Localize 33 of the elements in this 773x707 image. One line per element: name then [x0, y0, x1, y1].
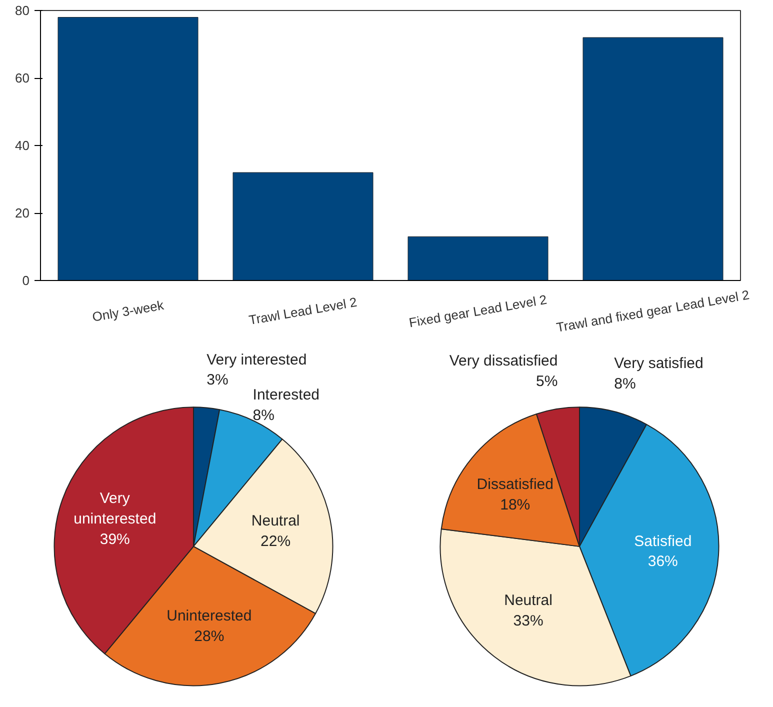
data-label: 8% — [614, 375, 636, 392]
data-label: 5% — [536, 372, 558, 390]
data-label: 18% — [500, 496, 530, 514]
data-label: 36% — [648, 553, 678, 570]
x-tick-label: Only 3-week — [91, 297, 166, 325]
y-tick-label: 60 — [15, 70, 30, 86]
slice-label: Dissatisfied — [476, 476, 554, 493]
x-tick-label: Trawl and fixed gear Lead Level 2 — [555, 287, 750, 335]
slice-label: Very interested — [206, 351, 307, 368]
bar — [232, 172, 374, 280]
data-label: 39% — [100, 530, 130, 548]
slice-label: Very dissatisfied — [449, 352, 558, 370]
slice-label: Very uninterested — [74, 490, 156, 528]
y-tick-label: 0 — [22, 273, 30, 288]
data-label: 33% — [513, 612, 544, 630]
slice-label: Neutral — [504, 592, 552, 609]
data-label: 8% — [252, 407, 274, 424]
data-label: 3% — [206, 372, 228, 389]
y-tick-label: 40 — [15, 138, 30, 153]
y-tick-label: 80 — [15, 3, 30, 18]
bar — [408, 236, 548, 280]
slice-label: Interested — [252, 386, 320, 404]
y-tick-label: 20 — [15, 206, 30, 220]
bar — [582, 37, 724, 280]
bar — [58, 17, 198, 280]
slice-label: Satisfied — [634, 532, 692, 550]
slice-label: Very satisfied — [614, 355, 704, 372]
x-tick-label: Trawl Lead Level 2 — [248, 294, 358, 328]
data-label: 28% — [194, 628, 224, 645]
slice-label: Uninterested — [166, 607, 252, 624]
data-label: 22% — [260, 532, 291, 550]
x-tick-label: Fixed gear Lead Level 2 — [408, 292, 548, 330]
slice-label: Neutral — [251, 512, 300, 530]
